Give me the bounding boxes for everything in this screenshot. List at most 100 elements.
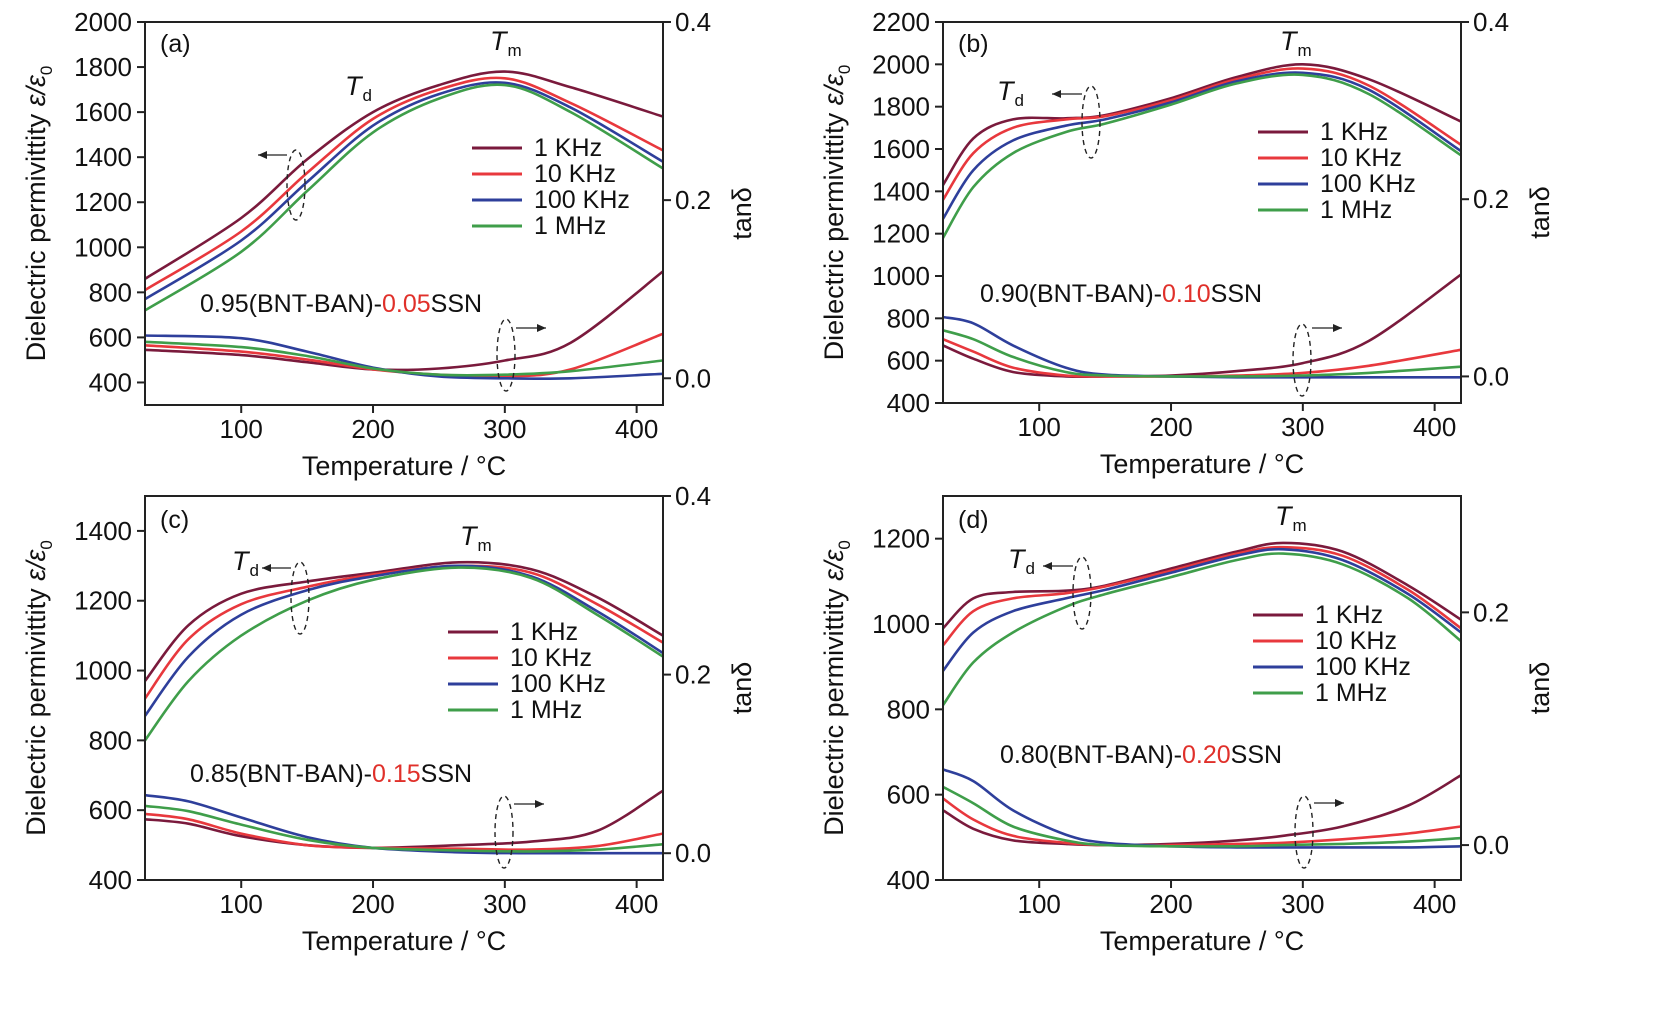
tan-delta-group-ellipse: [494, 795, 514, 869]
y-tick-label: 600: [89, 795, 132, 825]
td-label-subscript: d: [1015, 91, 1024, 110]
x-tick-label: 100: [220, 414, 263, 444]
td-label-symbol: T: [345, 71, 364, 101]
permittivity-line-10-khz: [943, 545, 1461, 647]
composition-suffix: SSN: [1231, 741, 1282, 769]
permittivity-line-10-khz: [943, 67, 1461, 202]
y-tick-label: 400: [887, 388, 930, 418]
tm-label-subscript: m: [1293, 516, 1307, 535]
tan-delta-line-100-khz: [145, 793, 663, 855]
composition-value: 0.15: [372, 760, 421, 788]
td-label-symbol: T: [1008, 544, 1027, 574]
y2-tick-label: 0.0: [1473, 361, 1509, 391]
tm-label-symbol: T: [490, 26, 509, 56]
y-axis-label-subscript: 0: [835, 65, 854, 74]
y2-axis-label: tanδ: [727, 187, 757, 240]
y-axis-label-text: Dielectric permivittity: [21, 106, 51, 361]
y-tick-label: 1800: [74, 52, 132, 82]
x-axis-label: Temperature / °C: [302, 926, 506, 956]
permittivity-line-100-khz: [943, 547, 1461, 673]
y-tick-label: 1000: [872, 261, 930, 291]
legend-entry: 1 KHz: [534, 134, 602, 162]
legend-entry: 1 MHz: [1315, 679, 1387, 707]
td-label: Td: [1008, 544, 1035, 578]
arrow-head: [537, 324, 546, 332]
permittivity-line-1-khz: [943, 541, 1461, 630]
x-tick-label: 100: [1018, 412, 1061, 442]
permittivity-line-100-khz: [145, 81, 663, 301]
y2-tick-label: 0.4: [1473, 7, 1509, 37]
composition-value: 0.20: [1182, 741, 1231, 769]
y-tick-label: 1600: [74, 97, 132, 127]
y-tick-label: 1000: [74, 656, 132, 686]
x-tick-label: 200: [1149, 412, 1192, 442]
y-tick-label: 800: [887, 694, 930, 724]
tm-label: Tm: [1280, 26, 1312, 60]
composition-label: 0.85(BNT-BAN)-0.15SSN: [190, 760, 472, 788]
x-tick-label: 400: [1413, 412, 1456, 442]
tan-delta-line-1-mhz: [145, 340, 663, 377]
y-tick-label: 600: [89, 322, 132, 352]
td-label-subscript: d: [1026, 559, 1035, 578]
legend-entry: 100 KHz: [510, 670, 606, 698]
y2-tick-label: 0.0: [1473, 830, 1509, 860]
legend-entry: 1 MHz: [534, 212, 606, 240]
arrow-head: [535, 800, 544, 808]
panel-label: (c): [160, 506, 189, 534]
x-tick-label: 400: [615, 889, 658, 919]
arrow-head: [258, 151, 267, 159]
td-label-symbol: T: [232, 546, 251, 576]
tm-label-symbol: T: [1275, 501, 1294, 531]
legend-entry: 1 KHz: [510, 618, 578, 646]
y-tick-label: 600: [887, 780, 930, 810]
y-tick-label: 600: [887, 346, 930, 376]
y-axis-label-subscript: 0: [37, 66, 56, 75]
y-axis-label: Dielectric permivittity ε/ε0: [819, 540, 854, 836]
y-axis-label-subscript: 0: [37, 540, 56, 549]
y2-tick-label: 0.2: [675, 185, 711, 215]
y-tick-label: 1400: [74, 516, 132, 546]
tm-label-subscript: m: [508, 41, 522, 60]
y-tick-label: 800: [89, 277, 132, 307]
td-label: Td: [345, 71, 372, 105]
legend-entry: 1 MHz: [1320, 196, 1392, 224]
permittivity-line-10-khz: [145, 76, 663, 292]
permittivity-group-ellipse: [290, 561, 310, 635]
td-label-symbol: T: [997, 76, 1016, 106]
y2-axis-label: tanδ: [727, 662, 757, 715]
tan-delta-line-1-mhz: [145, 804, 663, 853]
tm-label: Tm: [490, 26, 522, 60]
composition-prefix: 0.80(BNT-BAN)-: [1000, 741, 1182, 769]
legend-entry: 10 KHz: [510, 644, 592, 672]
y-axis-label-text: Dielectric permivittity: [819, 581, 849, 836]
y-tick-label: 1800: [872, 92, 930, 122]
y-tick-label: 1400: [74, 142, 132, 172]
x-tick-label: 300: [483, 414, 526, 444]
y-tick-label: 800: [887, 303, 930, 333]
permittivity-line-1-khz: [943, 62, 1461, 187]
y-tick-label: 1000: [872, 609, 930, 639]
y-tick-label: 1200: [872, 219, 930, 249]
legend-entry: 10 KHz: [1315, 627, 1397, 655]
x-tick-label: 200: [351, 889, 394, 919]
composition-value: 0.10: [1162, 280, 1211, 308]
tm-label: Tm: [1275, 501, 1307, 535]
permittivity-line-100-khz: [145, 564, 663, 718]
composition-label: 0.95(BNT-BAN)-0.05SSN: [200, 290, 482, 318]
y2-tick-label: 0.2: [1473, 184, 1509, 214]
tm-label-symbol: T: [460, 521, 479, 551]
curves: [943, 541, 1461, 849]
x-axis-label: Temperature / °C: [302, 451, 506, 481]
y2-tick-label: 0.0: [675, 838, 711, 868]
chart-panel-b: 100 200 300 400 400 600 800 1000 1200 1400 1600 180…: [819, 7, 1555, 479]
plot-frame: [942, 495, 1462, 881]
tan-delta-line-1-mhz: [943, 785, 1461, 848]
y-tick-label: 1400: [872, 176, 930, 206]
chart-panel-d: 100 200 300 400 400 600 800 1000 1200 0.0 0.2 Tempe…: [819, 495, 1555, 956]
legend-entry: 1 MHz: [510, 696, 582, 724]
y-tick-label: 400: [89, 865, 132, 895]
legend-entry: 100 KHz: [1315, 653, 1411, 681]
y-tick-label: 2200: [872, 7, 930, 37]
arrow-head: [262, 564, 271, 572]
y-axis-label: Dielectric permivittity ε/ε0: [21, 66, 56, 362]
